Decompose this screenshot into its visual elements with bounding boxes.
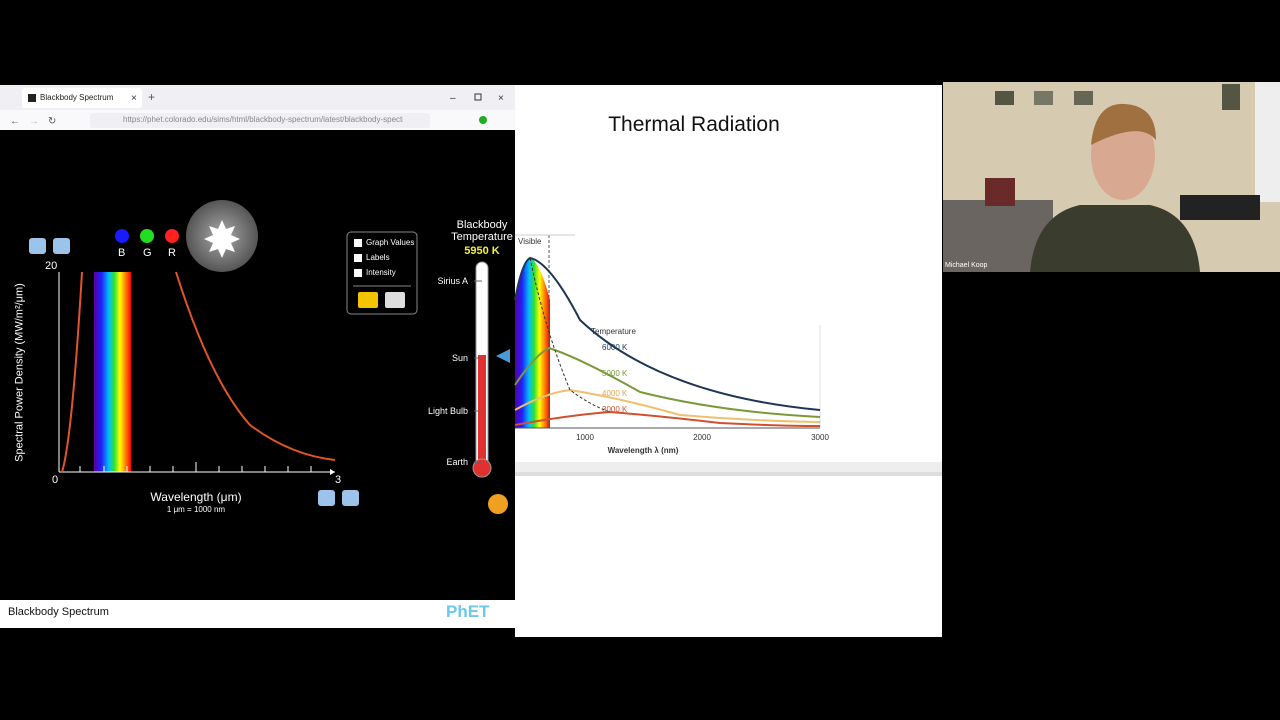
thermometer-label: Light Bulb bbox=[427, 406, 468, 416]
star bbox=[204, 220, 240, 258]
slide-x-tick: 2000 bbox=[693, 433, 711, 442]
frame bbox=[1034, 91, 1053, 105]
zoom-out-y[interactable] bbox=[29, 238, 46, 254]
temperature-slider[interactable] bbox=[496, 349, 510, 363]
slide-x-tick: 3000 bbox=[811, 433, 829, 442]
legend-title: Temperature bbox=[591, 327, 636, 336]
zoom-in-x[interactable] bbox=[342, 490, 359, 506]
tab[interactable] bbox=[22, 88, 142, 108]
visible-fill bbox=[515, 258, 550, 428]
pillow bbox=[985, 178, 1015, 206]
peak-line bbox=[529, 257, 611, 413]
frame bbox=[995, 91, 1014, 105]
close[interactable]: × bbox=[498, 93, 504, 104]
thermometer-label: Earth bbox=[446, 457, 468, 467]
erase-button[interactable] bbox=[385, 292, 405, 308]
x-min: 0 bbox=[52, 474, 59, 486]
thermometer-bulb bbox=[472, 458, 492, 478]
forward[interactable]: → bbox=[29, 116, 39, 127]
zoom-out-x[interactable] bbox=[318, 490, 335, 506]
green-sensor bbox=[140, 229, 154, 243]
address-bar[interactable] bbox=[90, 113, 430, 128]
x-max: 3 bbox=[335, 474, 342, 486]
frame bbox=[1074, 91, 1093, 105]
reset-button[interactable] bbox=[488, 494, 508, 514]
tab-close[interactable]: × bbox=[131, 93, 137, 104]
option-label: Labels bbox=[366, 253, 390, 262]
x-axis-label: Wavelength (μm) bbox=[150, 490, 242, 504]
spectrum-curve-fall bbox=[175, 271, 336, 461]
extension[interactable] bbox=[479, 116, 487, 124]
footer-title: Blackbody Spectrum bbox=[8, 606, 109, 618]
curve-label: 5000 K bbox=[602, 369, 628, 378]
webcam-name: Michael Koop bbox=[945, 262, 988, 269]
thermometer-label: Sun bbox=[451, 353, 468, 363]
slide-shadow bbox=[515, 472, 942, 476]
checkbox[interactable] bbox=[354, 254, 362, 262]
sensor-label: G bbox=[143, 247, 152, 259]
curve-3000k bbox=[514, 410, 821, 427]
curve-4000k bbox=[514, 388, 821, 423]
curve-label: 4000 K bbox=[602, 389, 628, 398]
maximize[interactable] bbox=[474, 93, 482, 101]
slide-x-axis-label: Wavelength λ (nm) bbox=[607, 446, 679, 455]
piano bbox=[1180, 195, 1260, 220]
url[interactable]: https://phet.colorado.edu/sims/html/blac… bbox=[123, 116, 403, 124]
visible-band bbox=[94, 272, 131, 472]
phet-logo[interactable]: PhET bbox=[446, 602, 490, 621]
slide-x-tick: 1000 bbox=[576, 433, 594, 442]
slide-title: Thermal Radiation bbox=[608, 113, 780, 136]
visible-label: Visible bbox=[518, 237, 542, 246]
temperature: 5950 K bbox=[464, 245, 500, 257]
slide-window bbox=[515, 85, 942, 637]
thermometer-label: Sirius A bbox=[437, 276, 468, 286]
zoom-in-y[interactable] bbox=[53, 238, 70, 254]
minimize[interactable]: – bbox=[450, 93, 456, 104]
camera-button[interactable] bbox=[358, 292, 378, 308]
checkbox[interactable] bbox=[354, 239, 362, 247]
sim-area bbox=[0, 130, 515, 600]
thermometer-title: Blackbody Temperature bbox=[451, 219, 513, 243]
frame bbox=[1222, 84, 1240, 110]
new-tab[interactable]: + bbox=[148, 90, 155, 104]
thermometer-ticks bbox=[474, 280, 482, 463]
curve-5000k bbox=[514, 346, 821, 418]
blue-sensor bbox=[115, 229, 129, 243]
x-arrow bbox=[330, 469, 335, 475]
tab-title: Blackbody Spectrum bbox=[40, 93, 114, 102]
curve-label: 3000 K bbox=[602, 405, 628, 414]
red-sensor bbox=[165, 229, 179, 243]
spectrum-curve-rise bbox=[61, 271, 83, 473]
tab-icon bbox=[28, 94, 36, 102]
zoom-buttons bbox=[29, 238, 359, 506]
x-tick-marks bbox=[79, 462, 312, 472]
option-label: Intensity bbox=[366, 268, 396, 277]
y-axis-label: Spectral Power Density (MW/m²/μm) bbox=[13, 283, 26, 462]
window bbox=[1255, 82, 1280, 202]
person-shirt bbox=[1030, 205, 1200, 272]
sensor-label: R bbox=[168, 247, 176, 259]
y-max: 20 bbox=[45, 260, 58, 272]
option-label: Graph Values bbox=[366, 238, 415, 247]
curve-label: 6000 K bbox=[602, 343, 628, 352]
sim-footer bbox=[0, 600, 515, 627]
sensor-label: B bbox=[118, 247, 126, 259]
slide-toolbar bbox=[515, 462, 942, 472]
person-hair bbox=[1091, 103, 1156, 145]
reload[interactable]: ↻ bbox=[48, 116, 56, 127]
unit-note: 1 μm = 1000 nm bbox=[166, 505, 226, 514]
curve-6000k bbox=[514, 256, 821, 411]
back[interactable]: ← bbox=[10, 116, 20, 127]
checkbox[interactable] bbox=[354, 269, 362, 277]
